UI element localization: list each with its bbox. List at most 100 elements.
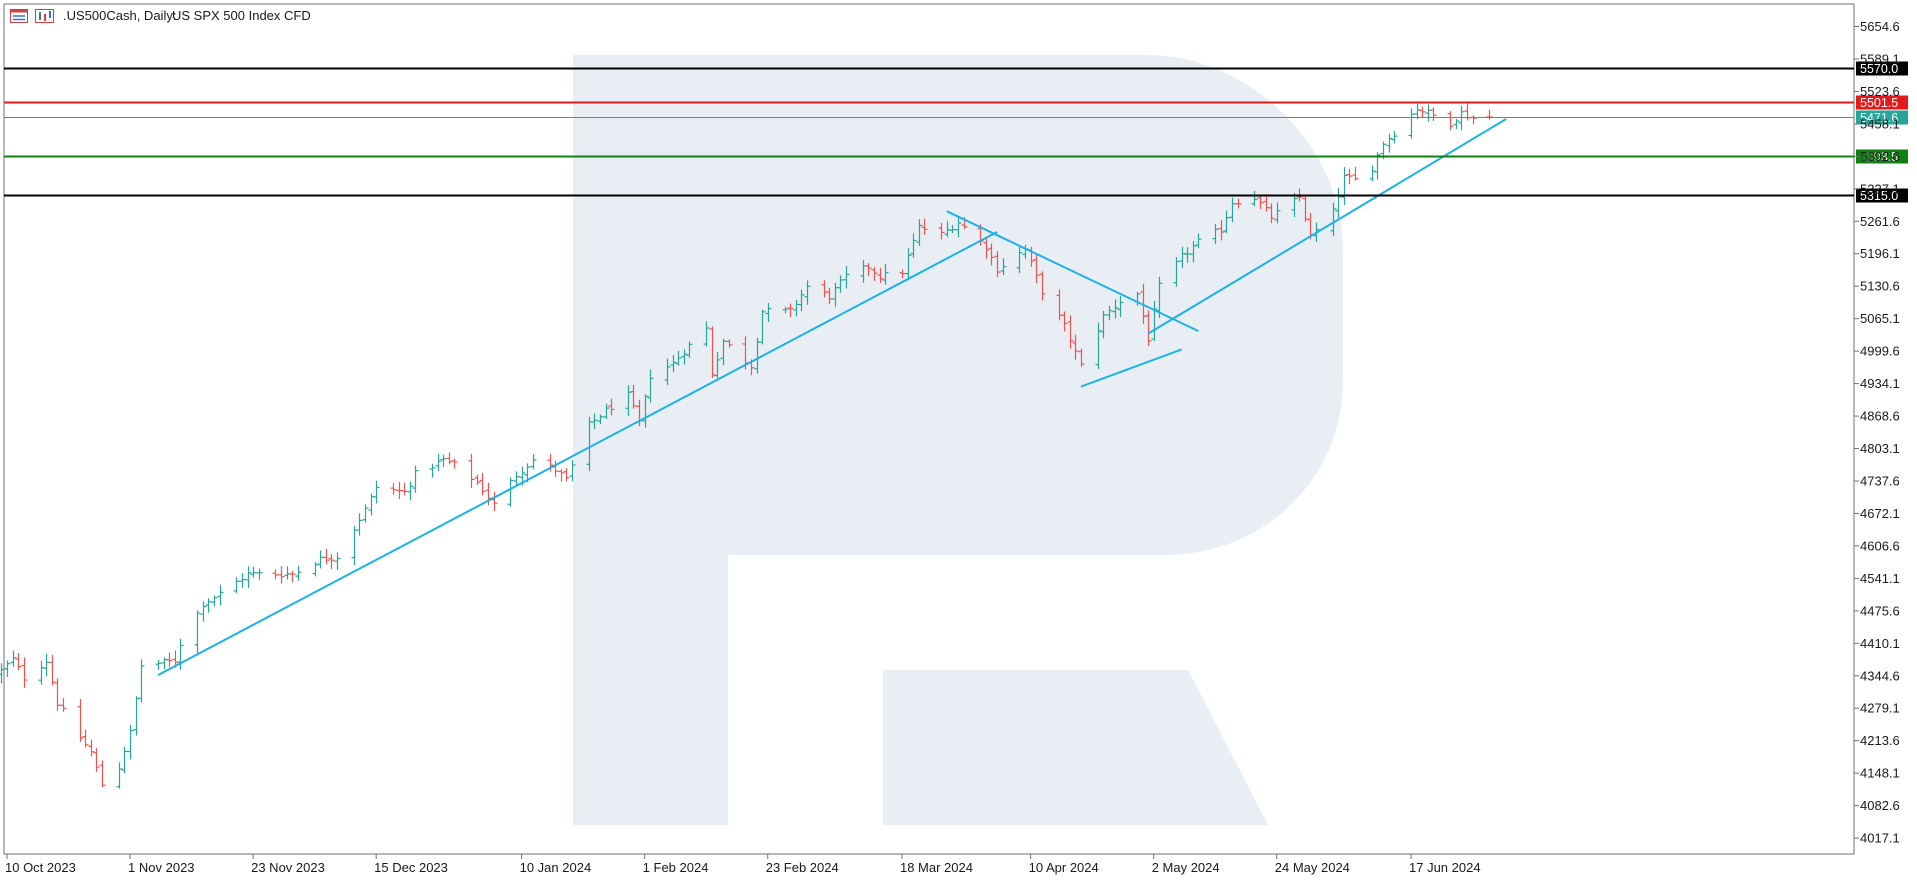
price-axis-label: 4082.6 [1860, 798, 1900, 813]
price-axis-label: 5589.1 [1860, 51, 1900, 66]
ohlc-bar-bullish [507, 477, 514, 507]
ohlc-bar-bullish [782, 306, 789, 314]
ohlc-bar-bullish [1184, 247, 1191, 263]
ohlc-bar-bullish [317, 550, 324, 569]
time-axis-label: 10 Oct 2023 [5, 860, 76, 875]
trendline[interactable] [157, 231, 998, 676]
ohlc-bar-bearish [1145, 310, 1152, 347]
ohlc-bar-bullish [138, 659, 145, 703]
ohlc-bar-bullish [1212, 224, 1219, 245]
price-axis-label: 4344.6 [1860, 668, 1900, 683]
ohlc-bar-bullish [429, 463, 436, 478]
time-axis-label: 23 Nov 2023 [251, 860, 325, 875]
price-level-badge: 5570.0 [1856, 61, 1908, 76]
ohlc-bar-bearish [474, 474, 481, 485]
time-axis-label: 23 Feb 2024 [766, 860, 839, 875]
ohlc-bar-bullish [530, 454, 537, 470]
ohlc-bar-bearish [871, 266, 878, 281]
ohlc-bar-bearish [1268, 203, 1275, 224]
ohlc-bar-bullish [647, 369, 654, 403]
ohlc-bar-bullish [670, 354, 677, 373]
trendline[interactable] [1147, 118, 1507, 335]
ohlc-bar-bullish [1330, 202, 1337, 237]
ohlc-bar-bullish [765, 302, 772, 322]
time-axis[interactable]: 10 Oct 2023 1 Nov 2023 23 Nov 2023 15 Dec 2… [5, 854, 1481, 875]
ohlc-bar-bearish [1419, 106, 1426, 118]
ohlc-bar-bullish [373, 480, 380, 504]
price-axis-label: 4541.1 [1860, 571, 1900, 586]
chart-symbol-label: .US500Cash, Daily: [63, 8, 176, 23]
ohlc-bar-bearish [994, 251, 1001, 278]
price-axis-label: 5458.1 [1860, 116, 1900, 131]
price-axis-label: 4475.6 [1860, 603, 1900, 618]
ohlc-bar-bullish [1369, 165, 1376, 182]
ohlc-bar-bearish [1033, 253, 1040, 284]
ohlc-bar-bullish [194, 610, 201, 654]
ohlc-bar-bearish [558, 469, 565, 482]
time-axis-label: 17 Jun 2024 [1409, 860, 1481, 875]
price-axis-label: 4213.6 [1860, 733, 1900, 748]
ohlc-bar-bullish [1408, 108, 1415, 139]
ohlc-bar-bullish [882, 263, 889, 285]
ohlc-bar-bullish [664, 358, 671, 386]
time-axis-label: 10 Apr 2024 [1029, 860, 1099, 875]
chart-window-icon[interactable] [10, 9, 28, 23]
ohlc-bar-bearish [446, 452, 453, 465]
ohlc-bar-bearish [1486, 109, 1493, 120]
price-axis[interactable]: 5654.6 5589.1 5523.6 5458.1 5392.6 5327.1 5261… [1854, 19, 1900, 846]
ohlc-bar-bearish [289, 571, 296, 583]
price-axis-label: 5261.6 [1860, 214, 1900, 229]
chart-bars-icon[interactable] [35, 9, 54, 23]
ohlc-bar-bullish [1190, 241, 1197, 263]
ohlc-bars [0, 102, 1493, 789]
ohlc-bar-bullish [1151, 300, 1158, 342]
price-axis-label: 5523.6 [1860, 84, 1900, 99]
ohlc-bar-bullish [10, 650, 17, 667]
ohlc-bar-bearish [726, 339, 733, 348]
price-axis-label: 5065.1 [1860, 311, 1900, 326]
ohlc-bar-bullish [1195, 233, 1202, 249]
ohlc-bar-bullish [1251, 190, 1258, 207]
time-axis-label: 1 Feb 2024 [643, 860, 709, 875]
chart-description-label: US SPX 500 Index CFD [172, 8, 311, 23]
ohlc-bar-bearish [272, 569, 279, 580]
ohlc-bar-bearish [1302, 196, 1309, 222]
ohlc-bar-bearish [88, 739, 95, 757]
ohlc-bar-bullish [1112, 299, 1119, 319]
ohlc-bar-bullish [177, 638, 184, 670]
ohlc-bar-bullish [675, 350, 682, 366]
ohlc-bar-bullish [356, 513, 363, 536]
ohlc-bar-bullish [200, 601, 207, 622]
ohlc-bar-bullish [1000, 258, 1007, 276]
ohlc-bar-bearish [899, 269, 906, 279]
ohlc-bar-bullish [513, 471, 520, 487]
price-level-badge: 5315.0 [1856, 188, 1908, 203]
ohlc-bar-bullish [121, 746, 128, 774]
ohlc-bar-bearish [451, 458, 458, 469]
trendline[interactable] [946, 210, 1199, 333]
time-axis-label: 18 Mar 2024 [900, 860, 973, 875]
svg-text:5315.0: 5315.0 [1860, 189, 1898, 203]
ohlc-bar-bearish [608, 398, 615, 416]
trendline[interactable] [1080, 348, 1183, 388]
trendlines[interactable] [157, 118, 1507, 676]
ohlc-bar-bullish [1386, 133, 1393, 153]
price-axis-label: 4868.6 [1860, 409, 1900, 424]
ohlc-bar-bullish [295, 565, 302, 581]
svg-text:5501.5: 5501.5 [1860, 96, 1898, 110]
ohlc-bar-bullish [1391, 130, 1398, 144]
ohlc-bar-bullish [233, 577, 240, 593]
ohlc-bar-bullish [1335, 188, 1342, 218]
ohlc-bar-bearish [865, 263, 872, 276]
ohlc-bar-bearish [54, 678, 61, 711]
ohlc-bar-bullish [905, 248, 912, 281]
ohlc-bar-bullish [1100, 310, 1107, 339]
ohlc-bar-bullish [703, 321, 710, 347]
ohlc-bar-bearish [826, 287, 833, 305]
ohlc-bar-bullish [1173, 257, 1180, 287]
ohlc-bar-bearish [15, 652, 22, 671]
ohlc-bar-bearish [877, 267, 884, 283]
